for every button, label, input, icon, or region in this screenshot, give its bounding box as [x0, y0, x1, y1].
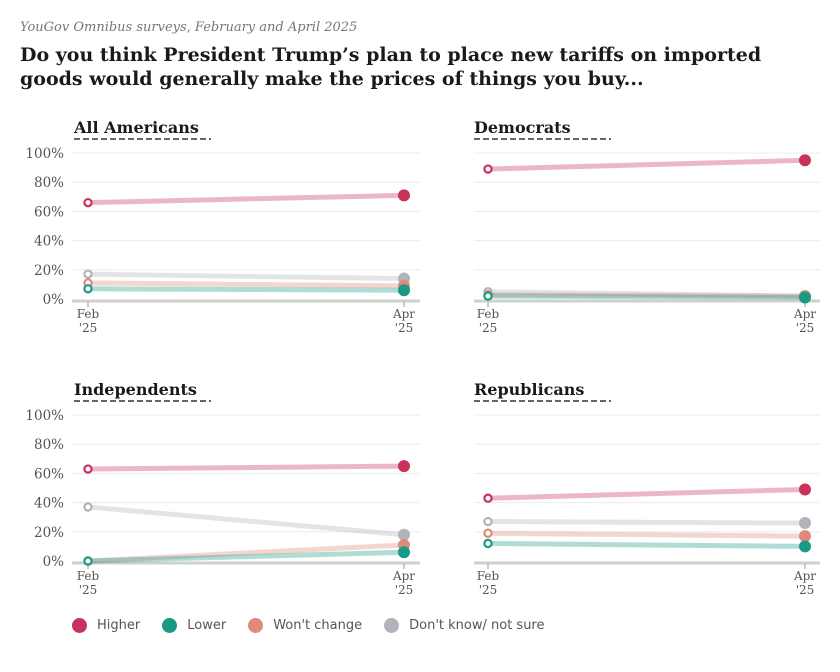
y-tick-label: 40% — [34, 496, 64, 512]
legend-label-higher: Higher — [97, 618, 141, 633]
point-apr-won-t-change — [799, 530, 811, 543]
legend-item-dont-know: Don't know/ not sure — [384, 618, 545, 633]
legend-item-wont-change: Won't change — [248, 618, 362, 633]
point-feb-higher — [83, 464, 93, 474]
series-line-don-t-know-not-sure — [485, 519, 808, 526]
x-tick-label-year: '25 — [79, 583, 98, 597]
series-line-don-t-know-not-sure — [85, 504, 407, 538]
point-apr-lower — [799, 291, 811, 304]
x-tick-label-year: '25 — [395, 583, 414, 597]
x-tick-label-year: '25 — [395, 321, 414, 335]
point-feb-lower — [83, 556, 93, 566]
point-apr-higher — [398, 460, 410, 473]
x-tick-label: Feb — [77, 307, 100, 321]
point-feb-lower — [483, 291, 493, 301]
legend-label-wont-change: Won't change — [273, 618, 363, 633]
panel-title: Independents — [74, 380, 197, 399]
legend-swatch-wont-change — [248, 618, 264, 633]
panel-title: All Americans — [73, 118, 199, 137]
y-tick-label: 80% — [34, 175, 64, 191]
source-note: YouGov Omnibus surveys, February and Apr… — [20, 20, 358, 35]
legend-swatch-higher — [72, 618, 87, 633]
point-feb-lower — [483, 538, 493, 549]
point-feb-won-t-change — [483, 528, 493, 538]
x-tick-label: Feb — [477, 307, 500, 321]
x-tick-label-year: '25 — [79, 321, 98, 335]
series-line-don-t-know-not-sure — [485, 289, 808, 299]
series-line-lower — [85, 286, 407, 293]
point-apr-lower — [398, 284, 410, 297]
y-tick-label: 40% — [34, 234, 64, 250]
x-tick-label: Apr — [392, 569, 415, 583]
small-multiples-chart: All Americans0%20%40%60%80%100%Feb'25Apr… — [25, 118, 820, 597]
legend: Higher Lower Won't change Don't know/ no… — [72, 618, 567, 633]
panel-all-americans: All Americans0%20%40%60%80%100%Feb'25Apr… — [25, 118, 420, 335]
series-line-won-t-change — [485, 530, 808, 539]
series-line-lower — [485, 540, 808, 549]
series-line-lower — [485, 293, 808, 301]
x-tick-label: Apr — [793, 569, 816, 583]
point-feb-don-t-know-not-sure — [83, 502, 93, 512]
x-tick-label-year: '25 — [479, 321, 498, 335]
y-tick-label: 60% — [34, 204, 64, 220]
y-tick-label: 20% — [34, 525, 64, 541]
series-line-won-t-change — [85, 280, 407, 289]
chart-title: Do you think President Trump’s plan to p… — [20, 44, 762, 90]
point-apr-don-t-know-not-sure — [398, 528, 410, 541]
point-apr-higher — [398, 189, 410, 202]
legend-label-dont-know: Don't know/ not sure — [409, 618, 545, 633]
series-line-higher — [485, 157, 808, 172]
x-tick-label: Apr — [793, 307, 816, 321]
point-feb-higher — [483, 164, 493, 174]
legend-item-lower: Lower — [162, 618, 226, 633]
point-feb-lower — [83, 284, 93, 294]
point-apr-lower — [398, 546, 410, 559]
x-tick-label-year: '25 — [796, 583, 815, 597]
point-apr-higher — [799, 154, 811, 167]
legend-item-higher: Higher — [72, 618, 140, 633]
x-tick-label-year: '25 — [796, 321, 815, 335]
point-apr-lower — [799, 540, 811, 553]
series-line-higher — [85, 192, 407, 206]
point-apr-higher — [799, 483, 811, 496]
panel-title: Democrats — [474, 118, 571, 137]
point-feb-don-t-know-not-sure — [483, 516, 493, 527]
panel-independents: Independents0%20%40%60%80%100%Feb'25Apr'… — [25, 380, 420, 597]
x-tick-label: Feb — [77, 569, 100, 583]
point-feb-don-t-know-not-sure — [83, 269, 93, 279]
series-line-lower — [85, 549, 407, 564]
panel-title: Republicans — [474, 380, 584, 399]
series-line-don-t-know-not-sure — [85, 271, 407, 282]
legend-label-lower: Lower — [187, 618, 227, 633]
point-feb-higher — [83, 197, 93, 208]
point-feb-higher — [483, 493, 493, 503]
series-line-won-t-change — [85, 542, 407, 564]
legend-swatch-dont-know — [384, 618, 400, 633]
series-line-won-t-change — [485, 292, 808, 299]
x-tick-label: Apr — [392, 307, 415, 321]
y-tick-label: 20% — [34, 263, 64, 279]
y-tick-label: 100% — [25, 408, 64, 424]
series-line-higher — [485, 486, 808, 501]
y-tick-label: 100% — [25, 146, 64, 162]
y-tick-label: 60% — [34, 466, 64, 482]
x-tick-label-year: '25 — [479, 583, 498, 597]
x-tick-label: Feb — [477, 569, 500, 583]
point-apr-don-t-know-not-sure — [799, 517, 811, 530]
legend-swatch-lower — [162, 618, 178, 633]
y-tick-label: 0% — [43, 554, 65, 570]
y-tick-label: 0% — [43, 292, 65, 308]
y-tick-label: 80% — [34, 437, 64, 453]
series-line-higher — [85, 463, 407, 472]
